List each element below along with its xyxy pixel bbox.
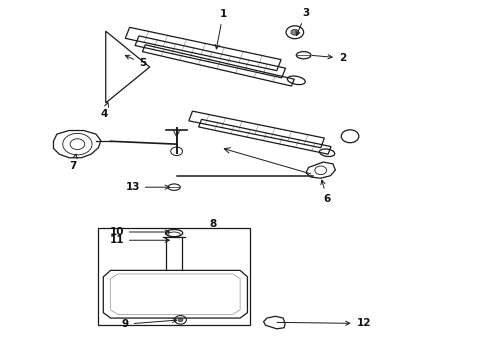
Bar — [98, 228, 250, 325]
Text: 12: 12 — [277, 319, 371, 328]
Circle shape — [291, 30, 299, 35]
Text: 5: 5 — [125, 55, 146, 68]
Text: 8: 8 — [210, 219, 217, 229]
Text: 4: 4 — [100, 103, 109, 119]
Text: 6: 6 — [321, 180, 331, 204]
Text: 9: 9 — [122, 318, 177, 329]
Text: 3: 3 — [296, 8, 310, 36]
Circle shape — [178, 318, 183, 321]
Text: 7: 7 — [69, 154, 77, 171]
Text: 2: 2 — [312, 53, 346, 63]
Text: 11: 11 — [109, 235, 170, 245]
Text: 13: 13 — [125, 182, 170, 192]
Text: 1: 1 — [215, 9, 227, 49]
Text: 10: 10 — [109, 227, 170, 237]
